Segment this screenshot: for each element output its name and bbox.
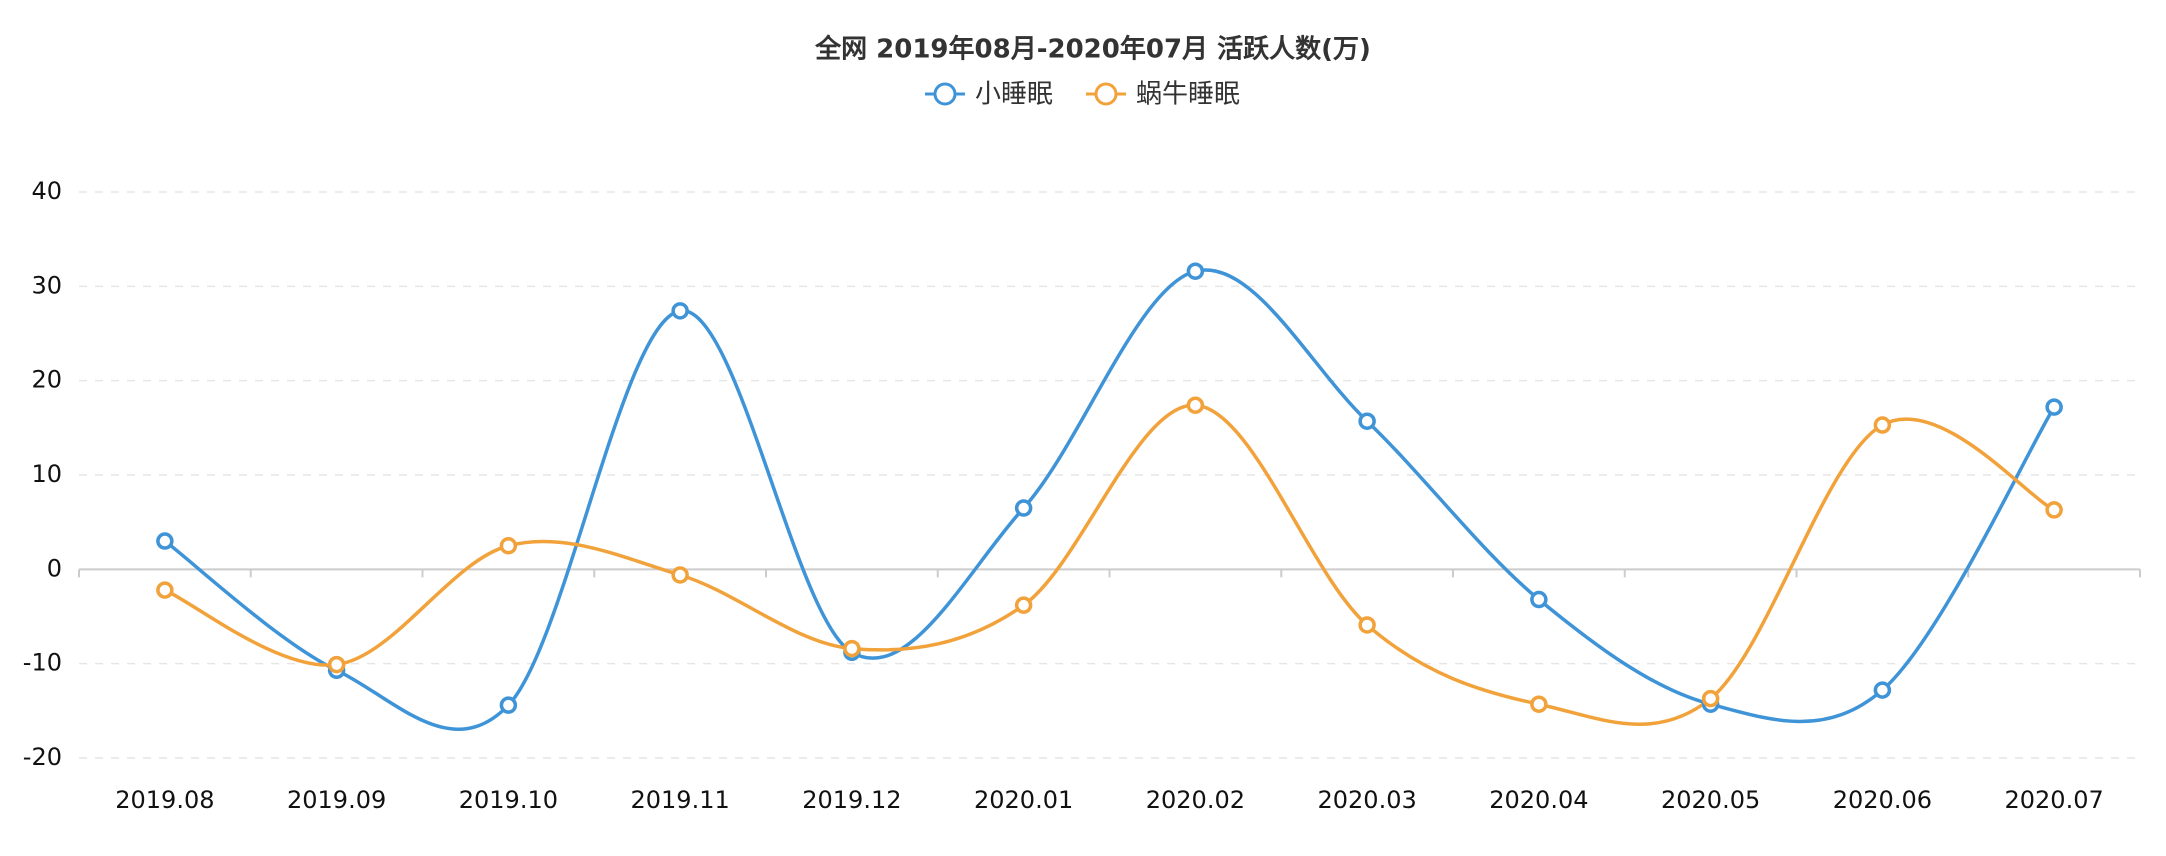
point — [1358, 616, 1376, 634]
x-tick-label: 2019.11 — [631, 786, 730, 814]
chart-title: 全网 2019年08月-2020年07月 活跃人数(万) — [814, 34, 1371, 65]
point — [1186, 396, 1205, 414]
point — [156, 581, 174, 599]
point — [671, 302, 689, 320]
legend-marker — [933, 82, 957, 106]
y-tick-label: 0 — [47, 554, 62, 582]
x-tick-label: 2020.05 — [1661, 786, 1760, 814]
series-line — [163, 268, 2056, 731]
legend-label: 小睡眠 — [975, 80, 1053, 110]
x-tick-label: 2019.08 — [115, 786, 214, 814]
x-tick-label: 2020.03 — [1318, 786, 1417, 814]
y-tick-label: 30 — [31, 271, 62, 299]
point — [1873, 681, 1892, 699]
y-tick-label: 20 — [31, 366, 62, 394]
y-tick-label: -20 — [23, 743, 62, 771]
point — [671, 566, 689, 584]
x-tick-label: 2020.02 — [1146, 786, 1245, 814]
point — [156, 532, 174, 550]
point — [1014, 499, 1033, 517]
legend: 小睡眠 蜗牛睡眠 — [925, 80, 1240, 110]
y-tick-label: 40 — [31, 177, 62, 205]
x-tick-label: 2020.04 — [1489, 786, 1588, 814]
point — [1186, 262, 1205, 280]
point — [1358, 412, 1376, 430]
legend-marker — [1094, 82, 1118, 106]
point — [2045, 501, 2063, 519]
x-tick-label: 2019.10 — [459, 786, 558, 814]
point — [1873, 416, 1892, 434]
point — [2045, 398, 2063, 416]
point — [1014, 596, 1033, 614]
y-tick-label: -10 — [23, 649, 62, 677]
point — [1530, 695, 1548, 713]
x-tick-label: 2020.06 — [1833, 786, 1932, 814]
x-tick-label: 2020.01 — [974, 786, 1073, 814]
legend-label: 蜗牛睡眠 — [1136, 80, 1240, 110]
x-tick-label: 2019.12 — [802, 786, 901, 814]
point — [1701, 689, 1720, 708]
point — [1530, 590, 1548, 609]
point — [843, 639, 861, 658]
point — [499, 696, 518, 714]
series-line — [164, 403, 2055, 726]
x-tick-label: 2019.09 — [287, 786, 386, 814]
point — [499, 537, 518, 555]
y-tick-label: 10 — [31, 460, 62, 488]
point — [327, 655, 346, 674]
x-tick-label: 2020.07 — [2005, 786, 2104, 814]
